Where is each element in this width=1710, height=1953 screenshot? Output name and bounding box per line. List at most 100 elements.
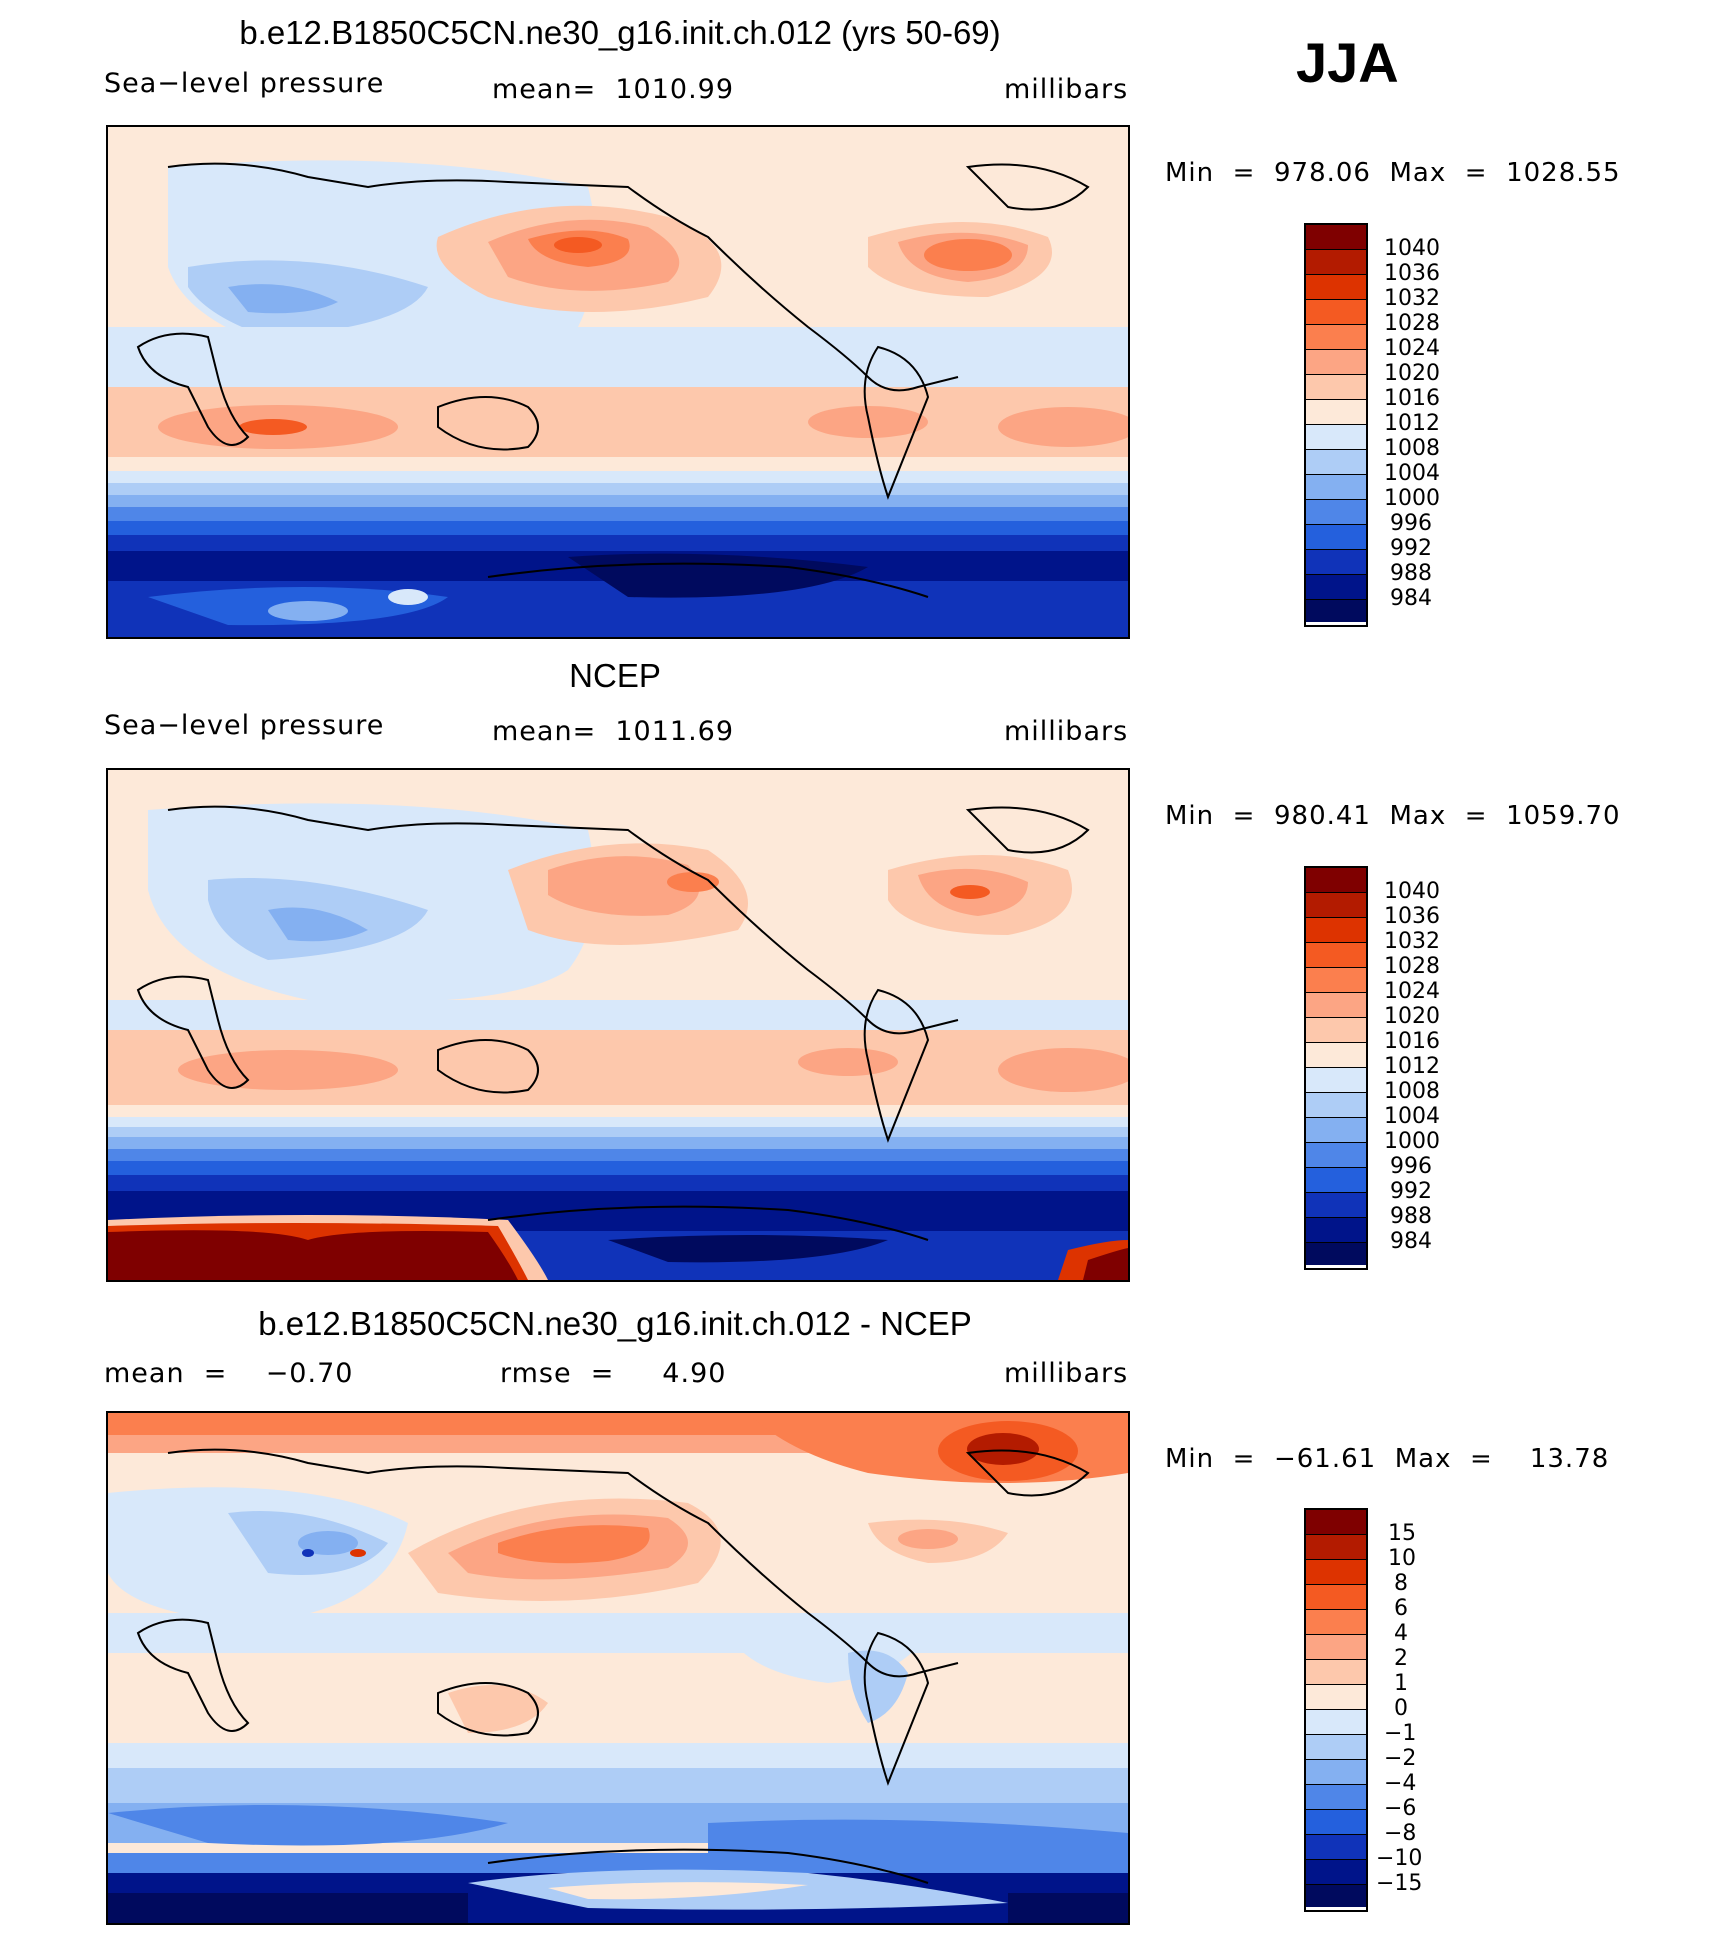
colorbar-tick-label: 996 [1390,511,1432,536]
colorbar-swatch [1306,1118,1366,1143]
panel1-colorbar [1304,223,1368,627]
colorbar-tick-label: 1036 [1384,904,1440,929]
colorbar-tick-label: −2 [1384,1746,1417,1771]
panel1-mean-label: mean= 1010.99 [492,74,735,105]
colorbar-swatch [1306,918,1366,943]
colorbar-swatch [1306,1168,1366,1193]
colorbar-swatch [1306,575,1366,600]
colorbar-swatch [1306,1068,1366,1093]
colorbar-swatch [1306,225,1366,250]
colorbar-tick-label: 1000 [1384,1129,1440,1154]
colorbar-tick-label: −4 [1384,1771,1417,1796]
panel1-title: b.e12.B1850C5CN.ne30_g16.init.ch.012 (yr… [239,14,1001,51]
colorbar-swatch [1306,1635,1366,1660]
colorbar-swatch [1306,1860,1366,1885]
panel1-minmax: Min = 978.06 Max = 1028.55 [1165,158,1621,188]
colorbar-tick-label: 992 [1390,536,1432,561]
colorbar-tick-label: 1040 [1384,879,1440,904]
panel3-colorbar [1304,1508,1368,1912]
panel2-mean-label: mean= 1011.69 [492,716,735,747]
colorbar-tick-label: 1020 [1384,1004,1440,1029]
colorbar-tick-label: 1016 [1384,386,1440,411]
panel2-minmax: Min = 980.41 Max = 1059.70 [1165,801,1621,831]
colorbar-tick-label: 0 [1394,1696,1408,1721]
panel3-rmse-label: rmse = 4.90 [500,1358,727,1389]
colorbar-swatch [1306,993,1366,1018]
colorbar-tick-label: −10 [1376,1846,1423,1871]
colorbar-tick-label: 1024 [1384,979,1440,1004]
panel2-colorbar [1304,866,1368,1270]
colorbar-swatch [1306,1043,1366,1068]
colorbar-tick-label: 988 [1390,1204,1432,1229]
colorbar-tick-label: 1012 [1384,411,1440,436]
colorbar-swatch [1306,1093,1366,1118]
colorbar-tick-label: 2 [1394,1646,1408,1671]
colorbar-tick-label: −6 [1384,1796,1417,1821]
panel1-map [106,125,1130,639]
colorbar-swatch [1306,1585,1366,1610]
colorbar-swatch [1306,1735,1366,1760]
colorbar-tick-label: 984 [1390,1229,1432,1254]
colorbar-tick-label: 8 [1394,1571,1408,1596]
colorbar-tick-label: 988 [1390,561,1432,586]
colorbar-tick-label: 1020 [1384,361,1440,386]
colorbar-swatch [1306,1510,1366,1535]
colorbar-tick-label: 1032 [1384,929,1440,954]
colorbar-tick-label: 1032 [1384,286,1440,311]
colorbar-swatch [1306,1243,1366,1265]
colorbar-tick-label: 10 [1388,1546,1416,1571]
colorbar-swatch [1306,325,1366,350]
colorbar-tick-label: 996 [1390,1154,1432,1179]
panel3-title: b.e12.B1850C5CN.ne30_g16.init.ch.012 - N… [258,1305,972,1342]
colorbar-swatch [1306,1835,1366,1860]
colorbar-tick-label: 984 [1390,586,1432,611]
colorbar-swatch [1306,1560,1366,1585]
colorbar-swatch [1306,275,1366,300]
colorbar-swatch [1306,1610,1366,1635]
colorbar-swatch [1306,1218,1366,1243]
colorbar-swatch [1306,400,1366,425]
colorbar-tick-label: 1028 [1384,311,1440,336]
colorbar-swatch [1306,525,1366,550]
colorbar-swatch [1306,375,1366,400]
colorbar-tick-label: 1024 [1384,336,1440,361]
colorbar-swatch [1306,1143,1366,1168]
colorbar-swatch [1306,300,1366,325]
colorbar-swatch [1306,1810,1366,1835]
panel3-units-label: millibars [1004,1358,1129,1389]
panel1-variable-label: Sea−level pressure [104,68,385,99]
colorbar-tick-label: 1 [1394,1671,1408,1696]
panel3-minmax: Min = −61.61 Max = 13.78 [1165,1444,1610,1474]
colorbar-tick-label: 1040 [1384,236,1440,261]
panel2-variable-label: Sea−level pressure [104,710,385,741]
colorbar-swatch [1306,1710,1366,1735]
colorbar-swatch [1306,600,1366,622]
panel1-units-label: millibars [1004,74,1129,105]
colorbar-swatch [1306,1018,1366,1043]
colorbar-swatch [1306,1193,1366,1218]
colorbar-tick-label: 1004 [1384,461,1440,486]
colorbar-swatch [1306,893,1366,918]
panel3-map [106,1411,1130,1925]
colorbar-swatch [1306,425,1366,450]
colorbar-tick-label: 1008 [1384,1079,1440,1104]
colorbar-swatch [1306,943,1366,968]
colorbar-tick-label: 1012 [1384,1054,1440,1079]
colorbar-swatch [1306,450,1366,475]
colorbar-swatch [1306,350,1366,375]
colorbar-tick-label: 1016 [1384,1029,1440,1054]
colorbar-swatch [1306,500,1366,525]
colorbar-swatch [1306,1535,1366,1560]
colorbar-tick-label: 15 [1388,1521,1416,1546]
colorbar-swatch [1306,1885,1366,1907]
colorbar-swatch [1306,868,1366,893]
colorbar-swatch [1306,250,1366,275]
colorbar-swatch [1306,1660,1366,1685]
colorbar-tick-label: 1036 [1384,261,1440,286]
panel2-units-label: millibars [1004,716,1129,747]
colorbar-tick-label: −15 [1376,1871,1423,1896]
colorbar-swatch [1306,1685,1366,1710]
colorbar-tick-label: 1004 [1384,1104,1440,1129]
colorbar-swatch [1306,1760,1366,1785]
colorbar-swatch [1306,475,1366,500]
